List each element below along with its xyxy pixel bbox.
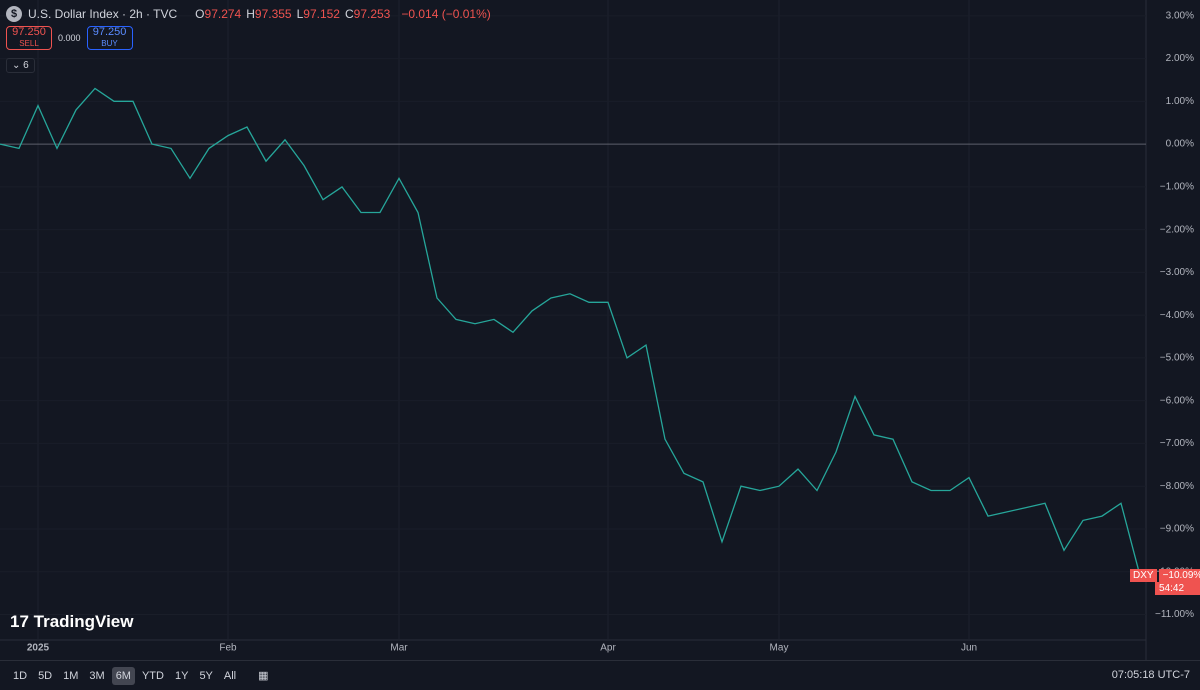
x-tick-label: Feb	[219, 643, 237, 654]
timeframes: 1D 5D 1M 3M 6M YTD 1Y 5Y All	[6, 666, 240, 685]
date-range-icon[interactable]: ▦	[258, 670, 269, 682]
y-tick-label: −2.00%	[1160, 224, 1194, 235]
clock: 07:05:18 UTC-7	[1111, 669, 1190, 681]
indicators-toggle[interactable]: ⌄ 6	[6, 58, 35, 73]
x-tick-label: Jun	[961, 643, 977, 654]
y-tick-label: −1.00%	[1160, 182, 1194, 193]
y-tick-label: −9.00%	[1160, 524, 1194, 535]
ohlc-value: 97.152	[303, 7, 340, 21]
ohlc-label: O	[195, 7, 205, 21]
ohlc-label: L	[296, 7, 304, 21]
tag-symbol: DXY	[1130, 568, 1157, 582]
ohlc-value: 97.355	[254, 7, 292, 21]
buy-button[interactable]: 97.250 BUY	[86, 26, 133, 50]
x-tick-label: May	[770, 643, 789, 654]
y-tick-label: 3.00%	[1166, 10, 1194, 21]
bottom-toolbar: 1D 5D 1M 3M 6M YTD 1Y 5Y All ▦ 07:05:18 UTC-7	[0, 660, 1200, 690]
timeframe-button[interactable]: 1M	[63, 669, 79, 682]
indicator-count: 6	[23, 60, 29, 71]
y-tick-label: 1.00%	[1166, 96, 1194, 107]
y-tick-label: 0.00%	[1166, 139, 1194, 150]
buy-price: 97.250	[92, 26, 127, 38]
ohlc-label: C	[344, 7, 354, 21]
timeframe-button[interactable]: 5Y	[199, 669, 213, 682]
y-tick-label: −11.00%	[1155, 609, 1194, 620]
y-tick-label: 2.00%	[1166, 53, 1194, 64]
price-line	[0, 87, 1141, 576]
price-tag: DXY −10.09% 54:42	[1130, 568, 1200, 595]
timeframe-button[interactable]: YTD	[141, 669, 164, 682]
logo-mark: 17	[10, 612, 34, 631]
timeframe-button[interactable]: 5D	[38, 669, 53, 682]
y-tick-label: −6.00%	[1160, 395, 1194, 406]
timeframe-button[interactable]: 1Y	[174, 669, 189, 682]
symbol-icon: $	[6, 6, 22, 22]
timeframe-button[interactable]: All	[223, 669, 237, 682]
header: $ U.S. Dollar Index · 2h · TVC O97.274 H9…	[6, 6, 491, 22]
logo: 17 TradingView	[10, 612, 133, 632]
ohlc-value: 97.253	[353, 7, 391, 21]
x-tick-label: 2025	[27, 643, 50, 654]
x-tick-label: Mar	[390, 643, 408, 654]
trade-panel: 97.250 SELL 0.000 97.250 BUY	[6, 26, 133, 50]
chart: 2025 Feb Mar Apr May Jun 3.00% 2.00% 1.00% 0.00% −…	[0, 0, 1194, 660]
ohlc-value: 97.274	[204, 7, 242, 21]
timeframe-button[interactable]: 1D	[13, 669, 28, 682]
sell-price: 97.250	[12, 26, 46, 38]
y-tick-label: −5.00%	[1160, 353, 1194, 364]
sell-label: SELL	[19, 39, 39, 48]
tag-value: −10.09%	[1158, 568, 1200, 582]
ohlc: O97.274 H97.355 L97.152 C97.253	[195, 7, 395, 21]
timeframe-button[interactable]: 6M	[111, 666, 135, 685]
timeframe-button[interactable]: 3M	[89, 669, 105, 682]
symbol-title[interactable]: U.S. Dollar Index · 2h · TVC	[28, 7, 178, 21]
sell-button[interactable]: 97.250 SELL	[6, 26, 52, 50]
y-tick-label: −3.00%	[1160, 267, 1194, 278]
spread: 0.000	[58, 33, 81, 43]
y-tick-label: −4.00%	[1160, 310, 1194, 321]
buy-label: BUY	[101, 39, 118, 48]
logo-text: TradingView	[33, 612, 134, 631]
change: −0.014 (−0.01%)	[401, 7, 491, 21]
tag-countdown: 54:42	[1155, 581, 1200, 595]
y-tick-label: −7.00%	[1160, 438, 1194, 449]
y-tick-label: −8.00%	[1160, 481, 1194, 492]
ohlc-label: H	[246, 7, 255, 21]
x-tick-label: Apr	[600, 643, 616, 654]
